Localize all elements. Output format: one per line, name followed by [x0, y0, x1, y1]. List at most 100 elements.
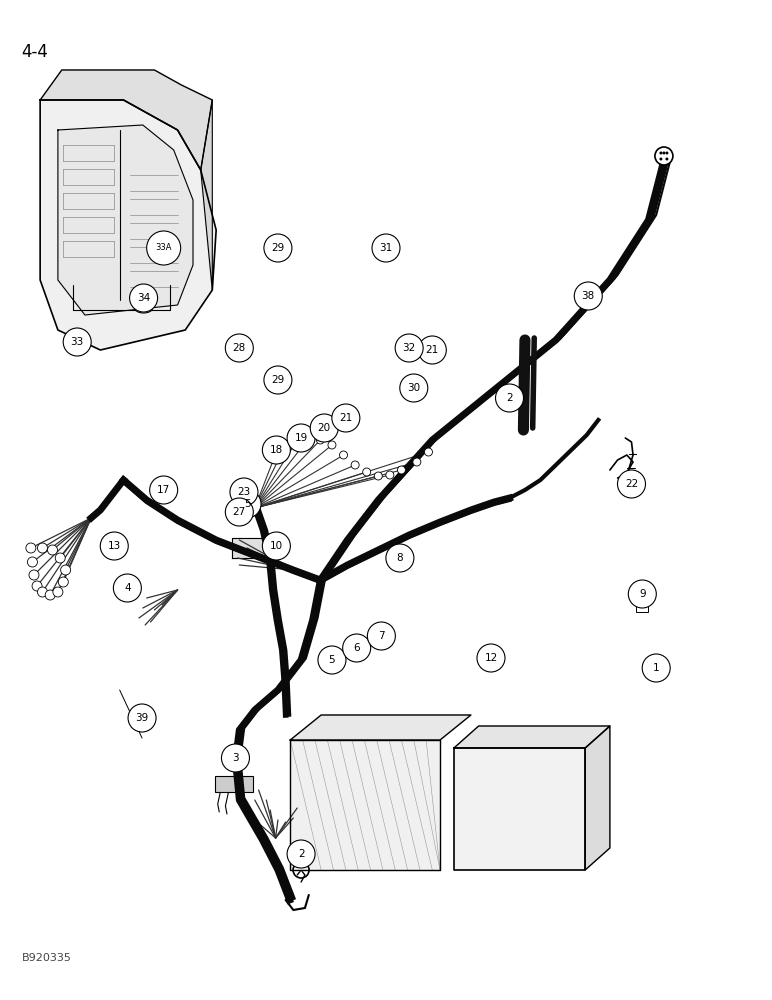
- Text: 8: 8: [397, 553, 403, 563]
- Text: B920335: B920335: [22, 953, 72, 963]
- Circle shape: [398, 466, 405, 474]
- Text: 12: 12: [484, 653, 498, 663]
- Circle shape: [225, 498, 253, 526]
- Circle shape: [351, 461, 359, 469]
- Circle shape: [642, 654, 670, 682]
- Text: 27: 27: [232, 507, 246, 517]
- Circle shape: [282, 441, 290, 449]
- Circle shape: [477, 644, 505, 672]
- Circle shape: [233, 490, 261, 518]
- Text: 13: 13: [107, 541, 121, 551]
- Ellipse shape: [395, 555, 405, 569]
- Circle shape: [264, 234, 292, 262]
- Circle shape: [225, 334, 253, 362]
- Circle shape: [28, 557, 37, 567]
- Polygon shape: [58, 125, 193, 315]
- Polygon shape: [290, 715, 471, 740]
- Circle shape: [100, 532, 128, 560]
- Polygon shape: [454, 748, 585, 870]
- Circle shape: [386, 544, 414, 572]
- Text: 1: 1: [653, 663, 659, 673]
- Circle shape: [38, 543, 47, 553]
- Text: 22: 22: [625, 479, 638, 489]
- Circle shape: [425, 448, 432, 456]
- Text: 21: 21: [425, 345, 439, 355]
- Polygon shape: [454, 726, 610, 748]
- Circle shape: [48, 545, 57, 555]
- Polygon shape: [40, 70, 212, 170]
- Circle shape: [46, 590, 55, 600]
- Text: 20: 20: [317, 423, 331, 433]
- Circle shape: [56, 553, 65, 563]
- Circle shape: [628, 580, 656, 608]
- Text: 6: 6: [354, 643, 360, 653]
- FancyBboxPatch shape: [215, 776, 252, 792]
- Text: 4: 4: [124, 583, 130, 593]
- Circle shape: [625, 478, 638, 490]
- Circle shape: [400, 374, 428, 402]
- Circle shape: [317, 436, 324, 444]
- Text: 10: 10: [269, 541, 283, 551]
- Text: 31: 31: [379, 243, 393, 253]
- Text: 28: 28: [232, 343, 246, 353]
- Circle shape: [128, 704, 156, 732]
- Circle shape: [130, 284, 157, 312]
- Circle shape: [262, 436, 290, 464]
- Circle shape: [372, 234, 400, 262]
- Circle shape: [363, 468, 371, 476]
- Circle shape: [53, 587, 63, 597]
- Text: 9: 9: [639, 589, 645, 599]
- Text: 19: 19: [294, 433, 308, 443]
- Text: 2: 2: [506, 393, 513, 403]
- Polygon shape: [585, 726, 610, 870]
- Text: 32: 32: [402, 343, 416, 353]
- Circle shape: [287, 424, 315, 452]
- Circle shape: [113, 574, 141, 602]
- Circle shape: [496, 384, 523, 412]
- Circle shape: [147, 231, 181, 265]
- Text: 33: 33: [70, 337, 84, 347]
- Circle shape: [264, 366, 292, 394]
- Circle shape: [222, 744, 249, 772]
- Text: 29: 29: [271, 243, 285, 253]
- Circle shape: [32, 581, 42, 591]
- Circle shape: [293, 436, 301, 444]
- Text: 2: 2: [298, 849, 304, 859]
- Circle shape: [574, 282, 602, 310]
- Circle shape: [343, 634, 371, 662]
- Text: 34: 34: [137, 293, 151, 303]
- Circle shape: [310, 414, 338, 442]
- Circle shape: [26, 543, 36, 553]
- Ellipse shape: [134, 303, 153, 313]
- Polygon shape: [201, 100, 212, 290]
- Text: 3: 3: [232, 753, 239, 763]
- Text: 21: 21: [339, 413, 353, 423]
- Polygon shape: [232, 538, 270, 558]
- Text: 17: 17: [157, 485, 171, 495]
- Text: 23: 23: [237, 487, 251, 497]
- Text: 18: 18: [269, 445, 283, 455]
- Circle shape: [665, 157, 669, 160]
- Text: 7: 7: [378, 631, 384, 641]
- Text: 29: 29: [271, 375, 285, 385]
- Circle shape: [665, 151, 669, 154]
- Circle shape: [61, 565, 70, 575]
- Text: 4-4: 4-4: [22, 43, 49, 61]
- Circle shape: [655, 147, 673, 165]
- Text: 38: 38: [581, 291, 595, 301]
- Circle shape: [374, 472, 382, 480]
- Circle shape: [328, 441, 336, 449]
- Polygon shape: [40, 100, 216, 350]
- Text: 39: 39: [135, 713, 149, 723]
- Circle shape: [262, 532, 290, 560]
- Text: 5: 5: [329, 655, 335, 665]
- Text: 33A: 33A: [155, 243, 172, 252]
- Circle shape: [340, 451, 347, 459]
- Text: 30: 30: [407, 383, 421, 393]
- Circle shape: [618, 470, 645, 498]
- Polygon shape: [290, 740, 440, 870]
- Circle shape: [662, 151, 665, 154]
- Circle shape: [395, 334, 423, 362]
- Circle shape: [659, 151, 662, 154]
- Circle shape: [150, 476, 178, 504]
